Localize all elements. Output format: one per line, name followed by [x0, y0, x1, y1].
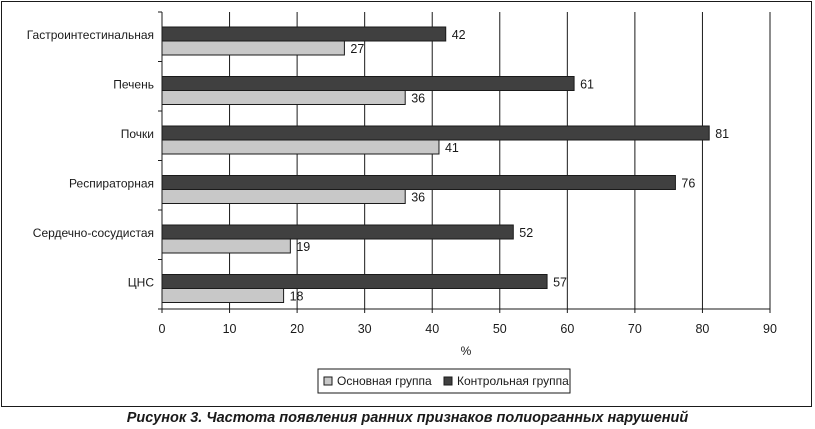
category-label: Гастроинтестинальная: [27, 28, 154, 42]
data-label: 36: [411, 191, 425, 205]
bar: [161, 76, 575, 91]
bar: [161, 90, 406, 105]
data-label: 42: [452, 28, 466, 42]
bar: [161, 224, 514, 240]
category-label: Почки: [121, 127, 154, 141]
bar: [161, 139, 440, 155]
x-tick-label: 10: [223, 322, 237, 336]
data-label: 81: [715, 127, 729, 141]
x-tick-label: 30: [358, 322, 372, 336]
category-label: ЦНС: [128, 276, 155, 290]
x-tick-label: 60: [560, 322, 574, 336]
bar: [161, 40, 345, 56]
x-tick-label: 0: [159, 322, 166, 336]
x-tick-label: 90: [763, 322, 777, 336]
bar: [161, 288, 285, 303]
x-tick-label: 40: [425, 322, 439, 336]
x-tick-label: 50: [493, 322, 507, 336]
data-label: 61: [580, 78, 594, 92]
data-label: 52: [519, 226, 533, 240]
category-label: Сердечно-сосудистая: [33, 226, 154, 240]
bar-chart: 0 10 20 30 40 50 60 70 80 90% Гастроинтестинальная…: [27, 11, 777, 394]
data-label: 36: [411, 92, 425, 106]
bar: [161, 238, 291, 254]
data-label: 19: [296, 240, 310, 254]
bar: [161, 125, 710, 141]
bar: [161, 26, 447, 42]
data-label: 41: [445, 141, 459, 155]
bar: [161, 274, 548, 289]
x-axis-title: %: [461, 344, 472, 358]
bar: [161, 175, 676, 190]
x-tick-label: 70: [628, 322, 642, 336]
x-tick-label: 20: [290, 322, 304, 336]
category-label: Респираторная: [69, 177, 154, 191]
bar: [161, 189, 406, 204]
x-tick-label: 80: [695, 322, 709, 336]
chart-frame: [1, 1, 812, 407]
legend-swatch: [443, 376, 453, 386]
legend-swatch: [323, 376, 333, 386]
category-label: Печень: [113, 78, 154, 92]
data-label: 57: [553, 276, 567, 290]
legend-label: Контрольная группа: [457, 374, 569, 388]
data-label: 76: [681, 177, 695, 191]
figure-caption: Рисунок 3. Частота появления ранних приз…: [126, 410, 689, 426]
legend-label: Основная группа: [337, 374, 432, 388]
data-label: 27: [350, 42, 364, 56]
data-label: 18: [290, 290, 304, 304]
